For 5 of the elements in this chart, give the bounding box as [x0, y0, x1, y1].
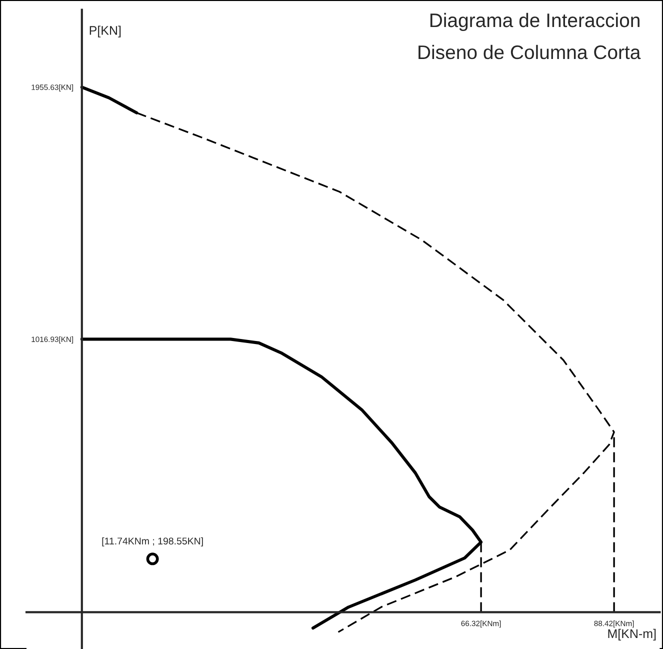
annotation: [11.74KNm ; 198.55KN]	[102, 537, 203, 546]
text: Diseno de Columna Corta	[418, 44, 641, 60]
x-axis-title: M[KN-m]	[608, 628, 656, 641]
y-axis-title: P[KN]	[90, 26, 121, 38]
chart-title: Diagrama de Interaccion	[430, 12, 640, 32]
